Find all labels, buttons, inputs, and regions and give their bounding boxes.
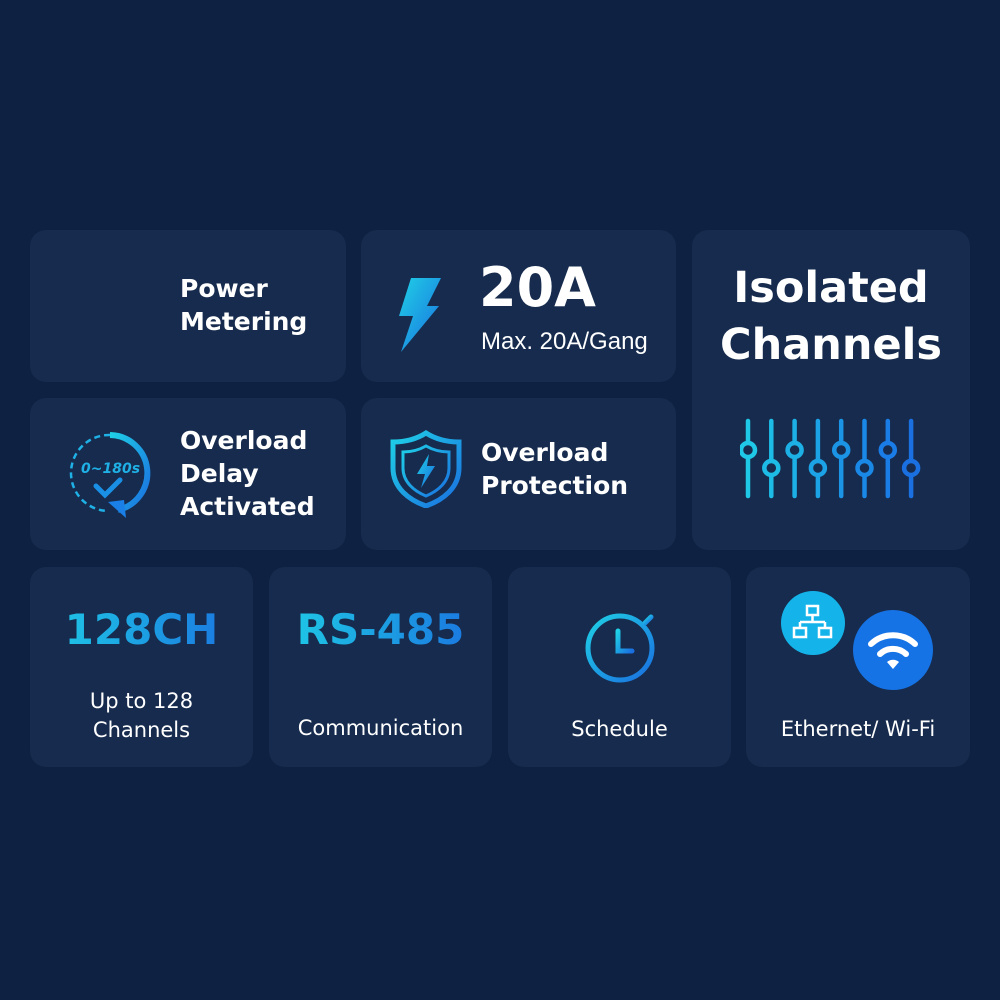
- network-caption: Ethernet/ Wi-Fi: [780, 717, 936, 741]
- channels-line2: Channels: [92, 718, 191, 742]
- channels-value: 128CH: [30, 605, 253, 654]
- channels-card: 128CH Up to 128 Channels: [30, 567, 253, 767]
- lightning-icon: [399, 278, 441, 352]
- current-value: 20A: [479, 256, 596, 319]
- slider-knob: [762, 458, 781, 478]
- schedule-card: Schedule: [508, 567, 731, 767]
- slider-knob: [831, 440, 851, 460]
- slider-knob: [785, 440, 804, 460]
- network-card: Ethernet/ Wi-Fi: [746, 567, 970, 767]
- slider-knob: [901, 458, 921, 478]
- overload-delay-card: 0~180s Overload Delay Activated: [30, 398, 346, 550]
- overload-delay-line2: Delay: [180, 459, 259, 488]
- rs485-caption: Communication: [297, 716, 464, 740]
- sliders-icon: [740, 418, 921, 499]
- current-card: 20A Max. 20A/Gang: [361, 230, 676, 382]
- current-caption: Max. 20A/Gang: [481, 328, 648, 355]
- overload-protection-card: Overload Protection: [361, 398, 676, 550]
- timer-check-icon: 0~180s: [69, 432, 151, 518]
- slider-knob: [878, 440, 898, 460]
- bar-chart-icon: [67, 274, 161, 335]
- slider-knob: [808, 458, 828, 478]
- wifi-icon: [853, 610, 933, 690]
- slider-knob: [740, 440, 758, 460]
- delay-badge: 0~180s: [81, 461, 140, 477]
- overload-delay-line3: Activated: [180, 492, 315, 521]
- stopwatch-icon: [585, 604, 655, 683]
- overload-protection-line1: Overload: [481, 438, 609, 467]
- overload-delay-line1: Overload: [180, 426, 308, 455]
- isolated-line2: Channels: [720, 320, 942, 370]
- rs485-value: RS-485: [269, 605, 492, 654]
- power-metering-line1: Power: [180, 274, 268, 303]
- channels-line1: Up to 128: [89, 689, 194, 713]
- shield-lightning-icon: [390, 430, 462, 508]
- isolated-channels-card: Isolated Channels: [692, 230, 970, 550]
- rs485-card: RS-485 Communication: [269, 567, 492, 767]
- isolated-line1: Isolated: [733, 263, 929, 313]
- slider-knob: [855, 458, 874, 478]
- power-metering-card: Power Metering: [30, 230, 346, 382]
- ethernet-icon: [781, 591, 845, 655]
- overload-protection-line2: Protection: [481, 471, 629, 500]
- power-metering-line2: Metering: [180, 307, 308, 336]
- schedule-caption: Schedule: [571, 717, 668, 741]
